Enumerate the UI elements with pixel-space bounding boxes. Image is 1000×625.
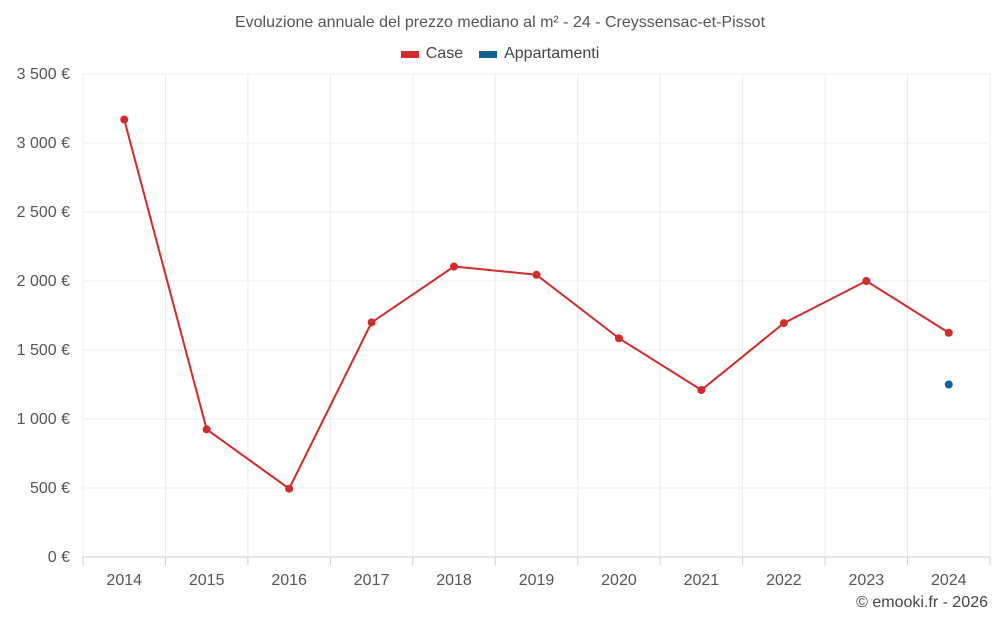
- series-appartamenti: [944, 380, 953, 389]
- data-point-case-2017: [367, 318, 376, 327]
- legend-swatch-appartamenti: [479, 50, 498, 58]
- data-point-case-2024: [944, 328, 953, 337]
- legend-item-appartamenti[interactable]: Appartamenti: [479, 45, 599, 63]
- chart-title: Evoluzione annuale del prezzo mediano al…: [234, 14, 766, 31]
- y-tick-label: 3 000 €: [17, 135, 70, 152]
- legend-item-case[interactable]: Case: [400, 45, 464, 63]
- legend-label-case: Case: [425, 45, 464, 62]
- y-tick-label: 1 500 €: [17, 342, 70, 359]
- grid: [82, 73, 991, 558]
- series-case: [120, 115, 953, 493]
- x-tick-label: 2020: [601, 572, 637, 589]
- data-point-case-2015: [202, 425, 211, 434]
- data-point-case-2018: [450, 262, 459, 271]
- x-tick-label: 2021: [684, 572, 720, 589]
- x-tick-label: 2017: [354, 572, 390, 589]
- y-tick-label: 0 €: [48, 549, 70, 566]
- data-point-case-2014: [120, 115, 129, 124]
- x-tick-label: 2019: [519, 572, 555, 589]
- series: [120, 115, 953, 493]
- data-point-case-2021: [697, 386, 706, 395]
- y-tick-label: 1 000 €: [17, 411, 70, 428]
- x-tick-label: 2024: [931, 572, 967, 589]
- x-tick-label: 2015: [189, 572, 225, 589]
- x-tick-label: 2016: [271, 572, 307, 589]
- legend-label-appartamenti: Appartamenti: [504, 45, 600, 62]
- data-point-case-2023: [862, 277, 871, 285]
- x-tick-label: 2023: [849, 572, 885, 589]
- data-point-case-2019: [532, 270, 541, 279]
- data-point-case-2022: [779, 319, 788, 328]
- y-axis: 0 € 500 € 1 000 € 1 500 € 2 000 € 2 500 € 3 00…: [17, 66, 70, 566]
- y-tick-label: 500 €: [30, 480, 70, 497]
- y-tick-label: 2 500 €: [17, 204, 70, 221]
- data-point-case-2016: [285, 484, 294, 493]
- legend: Case Appartamenti: [0, 45, 1000, 63]
- legend-swatch-case: [400, 50, 419, 58]
- data-point-appartamenti-2024: [944, 380, 953, 389]
- x-tick-label: 2014: [106, 572, 142, 589]
- x-axis: 2014 2015 2016 2017 2018 2019 2020 2021 2022 2023…: [82, 557, 991, 589]
- data-point-case-2020: [614, 334, 623, 343]
- x-tick-label: 2022: [766, 572, 802, 589]
- y-tick-label: 2 000 €: [17, 273, 70, 290]
- y-tick-label: 3 500 €: [17, 66, 70, 83]
- credit: © emooki.fr - 2026: [856, 594, 988, 611]
- x-tick-label: 2018: [436, 572, 472, 589]
